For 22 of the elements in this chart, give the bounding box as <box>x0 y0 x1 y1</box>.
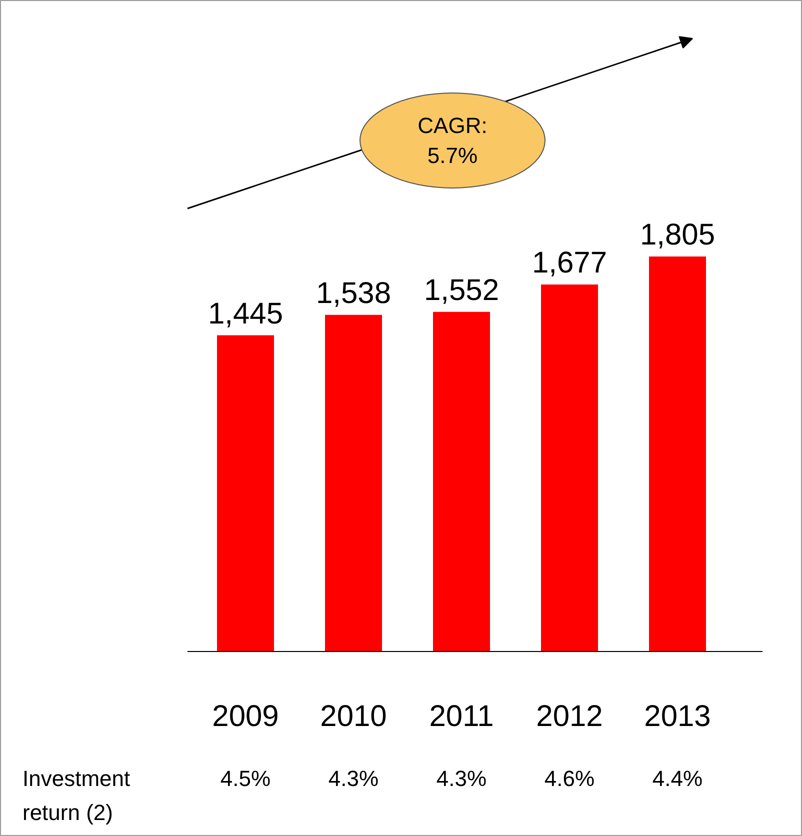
text: CAGR: 5.7% <box>418 113 488 168</box>
x-tick-label: 2011 <box>429 700 494 733</box>
x-tick-label: 2012 <box>536 700 603 733</box>
data-label: 1,445 <box>208 297 284 330</box>
text: 4.3% <box>436 766 487 791</box>
bar <box>541 284 598 652</box>
text: 4.4% <box>652 766 703 791</box>
data-label: 1,538 <box>316 276 392 310</box>
data-label: 1,805 <box>640 218 716 252</box>
bar <box>649 256 706 652</box>
bar <box>433 312 490 652</box>
text: Investment return (2) <box>22 766 130 825</box>
text: 4.3% <box>328 766 379 791</box>
bar <box>217 335 274 652</box>
data-label: 1,677 <box>532 246 608 280</box>
bar <box>325 314 382 652</box>
x-tick-label: 2013 <box>644 700 711 733</box>
text: 4.6% <box>544 766 595 791</box>
text: 4.5% <box>220 766 271 791</box>
x-tick-label: 2010 <box>320 700 387 733</box>
data-label: 1,552 <box>424 274 500 307</box>
x-tick-label: 2009 <box>212 700 279 733</box>
